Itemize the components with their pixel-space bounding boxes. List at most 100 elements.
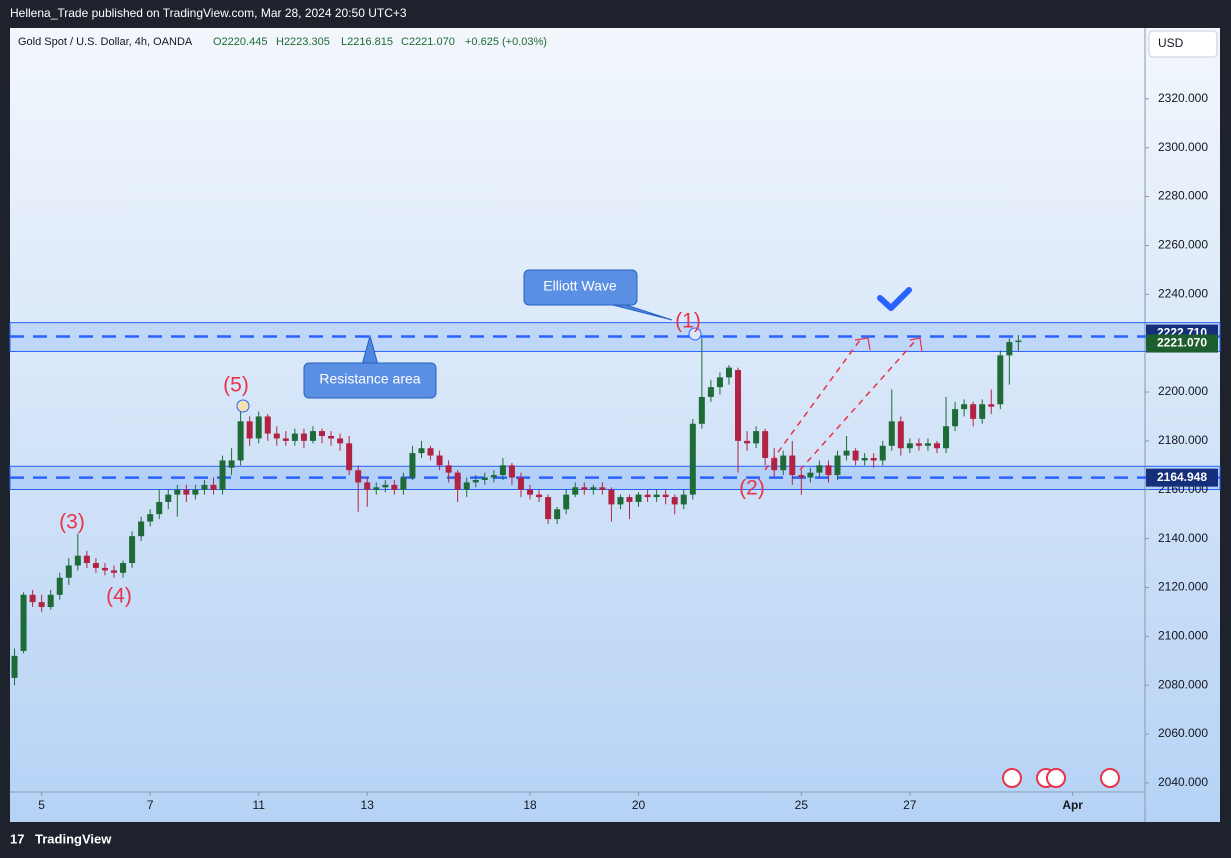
legend-change: +0.625 (+0.03%) <box>465 36 547 48</box>
x-tick-label: 5 <box>38 798 45 812</box>
candle-body <box>300 433 307 441</box>
legend-close: C2221.070 <box>401 36 455 48</box>
candle-body <box>861 457 868 461</box>
candle-body <box>463 482 470 490</box>
candle-body <box>671 497 678 505</box>
candle-body <box>47 594 54 608</box>
wave-label: (2) <box>739 477 765 500</box>
y-tick-label: 2180.000 <box>1158 433 1208 447</box>
candle-body <box>319 431 326 436</box>
candle-body <box>943 426 950 449</box>
candle-body <box>364 482 371 490</box>
currency-button[interactable] <box>1148 30 1218 58</box>
y-tick-label: 2040.000 <box>1158 775 1208 789</box>
candle-body <box>219 460 226 490</box>
header: Hellena_Trade published on TradingView.c… <box>10 6 407 20</box>
candle-body <box>924 443 931 446</box>
x-tick-label: 13 <box>361 798 375 812</box>
x-tick-label: 18 <box>523 798 537 812</box>
candle-body <box>716 377 723 388</box>
candle-body <box>870 457 877 461</box>
y-tick-label: 2200.000 <box>1158 384 1208 398</box>
candle-body <box>626 497 633 502</box>
candle-body <box>952 409 959 427</box>
legend-low: L2216.815 <box>341 36 393 48</box>
candle-body <box>192 489 199 495</box>
candle-body <box>689 423 696 495</box>
candle-body <box>545 497 552 520</box>
candle-body <box>382 484 389 488</box>
candle-body <box>508 465 515 478</box>
candle-body <box>246 421 253 439</box>
candle-body <box>599 487 606 490</box>
wave-marker <box>236 399 250 413</box>
candle-body <box>445 465 452 473</box>
logo-icon: 17 <box>10 831 24 846</box>
candle-body <box>517 477 524 490</box>
candle-body <box>56 577 63 595</box>
candle-body <box>165 494 172 502</box>
candle-body <box>879 445 886 461</box>
chart-area <box>10 28 1220 822</box>
candle-body <box>427 448 434 456</box>
candle-body <box>581 487 588 490</box>
wave-label: (5) <box>223 374 249 397</box>
candle-body <box>662 494 669 498</box>
event-icon <box>1100 768 1120 788</box>
candle-body <box>644 494 651 498</box>
candle-body <box>572 487 579 495</box>
candle-body <box>174 489 181 495</box>
trend-line <box>764 339 861 471</box>
callout-text: Resistance area <box>319 371 420 387</box>
y-tick-label: 2100.000 <box>1158 628 1208 642</box>
candle-body <box>843 450 850 456</box>
x-tick-label: 27 <box>903 798 917 812</box>
callout-text: Elliott Wave <box>543 278 617 294</box>
candle-body <box>129 536 136 564</box>
candle-body <box>798 475 805 478</box>
price-label-box <box>1146 468 1218 487</box>
candle-body <box>273 433 280 439</box>
footer-logo: TradingView <box>35 831 112 846</box>
candle-body <box>698 396 705 424</box>
candle-body <box>337 438 344 444</box>
candle-body <box>183 489 190 495</box>
x-tick-label: 25 <box>795 798 809 812</box>
y-tick-label: 2320.000 <box>1158 91 1208 105</box>
candle-body <box>83 555 90 564</box>
candle-body <box>499 465 506 476</box>
candle-body <box>11 655 18 678</box>
trend-cap <box>854 337 871 351</box>
candle-body <box>906 443 913 449</box>
y-tick-label: 2080.000 <box>1158 677 1208 691</box>
candle-body <box>237 421 244 461</box>
callout-box <box>303 362 437 399</box>
candle-body <box>147 514 154 522</box>
candle-body <box>554 509 561 520</box>
candle-body <box>373 487 380 490</box>
wave-label: (4) <box>106 585 132 608</box>
candle-body <box>915 443 922 446</box>
candle-body <box>65 565 72 578</box>
candle-body <box>255 416 262 439</box>
candle-body <box>490 475 497 478</box>
candle-body <box>120 563 127 573</box>
candle-body <box>653 494 660 498</box>
candle-body <box>228 460 235 468</box>
y-tick-label: 2280.000 <box>1158 189 1208 203</box>
candle-body <box>472 479 479 483</box>
wave-marker <box>688 327 702 341</box>
candle-body <box>29 594 36 603</box>
event-icon <box>1002 768 1022 788</box>
x-tick-label: 11 <box>252 798 265 812</box>
candle-body <box>481 477 488 480</box>
candle-body <box>762 431 769 458</box>
currency[interactable]: USD <box>1158 36 1184 50</box>
candle-body <box>536 494 543 498</box>
candle-body <box>101 567 108 571</box>
candle-body <box>111 570 118 573</box>
callout-box <box>523 269 638 306</box>
candle-body <box>744 440 751 444</box>
candle-body <box>282 438 289 441</box>
